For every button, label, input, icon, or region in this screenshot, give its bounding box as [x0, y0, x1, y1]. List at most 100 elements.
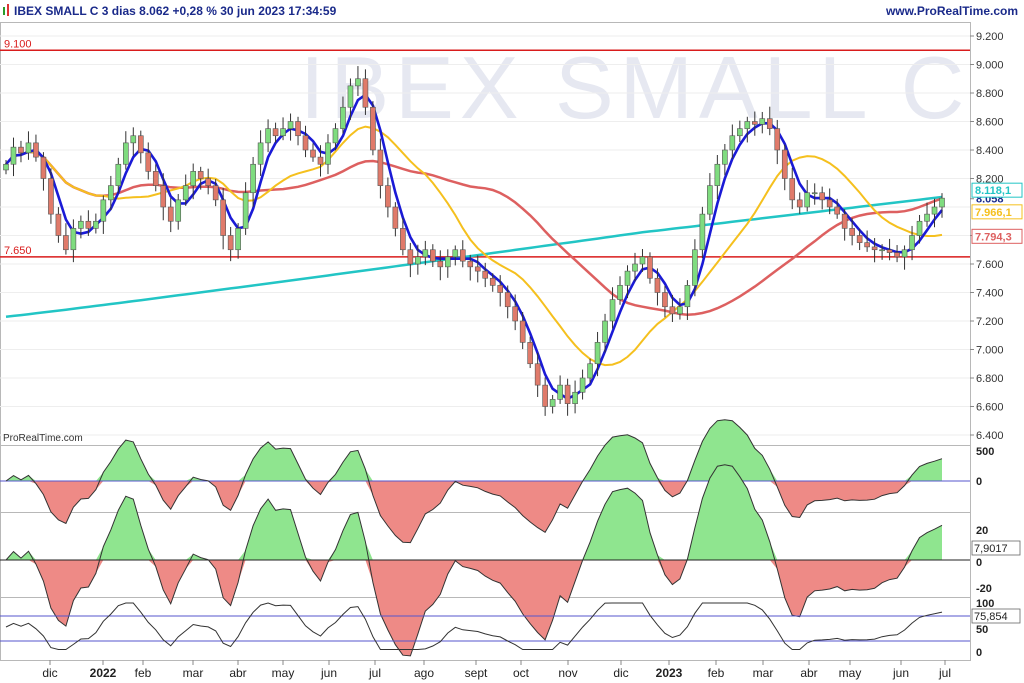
price-tick-label: 9.200 — [976, 31, 1004, 43]
candle-body — [677, 306, 683, 315]
price-tick-label: 6.800 — [976, 373, 1004, 385]
candle-body — [55, 213, 62, 236]
time-tick-label: abr — [800, 666, 817, 680]
candle-body — [504, 292, 511, 308]
time-tick-label: jul — [938, 666, 951, 680]
time-tick-label: jun — [320, 666, 337, 680]
candle-body — [287, 121, 294, 129]
candle-body — [78, 220, 84, 229]
candle-body — [564, 384, 571, 404]
time-tick-label: may — [272, 666, 295, 680]
time-tick-label: jul — [368, 666, 381, 680]
osc-tick-label: -20 — [976, 583, 992, 595]
candle-body — [662, 292, 668, 308]
candle-body — [377, 149, 384, 186]
candle-body — [430, 249, 436, 262]
candle-body — [227, 235, 234, 251]
candle-body — [310, 149, 316, 158]
osc-negative-area — [6, 560, 942, 656]
candle-body — [834, 206, 840, 215]
candle-body — [489, 277, 496, 286]
osc-tick-label: 100 — [976, 598, 994, 610]
time-tick-label: nov — [558, 666, 577, 680]
candle-body — [886, 249, 893, 253]
price-tick-label: 8.200 — [976, 174, 1004, 186]
time-tick-label: feb — [135, 666, 152, 680]
candle-body — [609, 299, 616, 322]
osc-tick-label: 50 — [976, 624, 988, 636]
candle-body — [130, 135, 137, 144]
time-tick-label: mar — [753, 666, 774, 680]
candle-body — [624, 270, 631, 286]
candle-body — [849, 228, 855, 236]
time-tick-label: dic — [613, 666, 628, 680]
osc-negative-area — [6, 481, 942, 543]
candle-body — [594, 342, 601, 365]
candle-body — [467, 260, 474, 268]
osc-tag-label: 7,9017 — [974, 543, 1008, 555]
time-tick-label: feb — [708, 666, 725, 680]
candle-body — [152, 171, 159, 186]
candle-body — [355, 78, 361, 87]
price-tick-label: 8.400 — [976, 145, 1004, 157]
candle-body — [160, 185, 167, 208]
osc-positive-area — [6, 419, 942, 481]
osc-tag-box — [971, 540, 1021, 556]
osc-tick-label: 0 — [976, 557, 982, 569]
candle-body — [826, 199, 833, 208]
chart-title: IBEX SMALL C 3 dias 8.062 +0,28 % 30 jun… — [14, 4, 337, 18]
candle-body — [871, 246, 878, 251]
ma-long-line — [5, 195, 943, 318]
candle-body — [796, 199, 803, 208]
time-tick-label: 2023 — [656, 666, 683, 680]
price-tick-label: 6.600 — [976, 402, 1004, 414]
candle-body — [70, 228, 77, 251]
price-tick-label: 6.400 — [976, 430, 1004, 442]
candle-body — [707, 185, 713, 215]
time-tick-label: ago — [414, 666, 434, 680]
header-bar — [0, 0, 1024, 22]
candle-body — [190, 171, 196, 186]
candle-body — [347, 85, 354, 108]
candle-body — [265, 128, 271, 144]
candle-body — [916, 220, 923, 236]
price-tick-label: 8.800 — [976, 88, 1004, 100]
panel-frames — [0, 22, 971, 661]
candle-body — [182, 185, 189, 201]
value-tag-box — [971, 204, 1023, 220]
watermark: IBEX SMALL C — [300, 38, 970, 137]
level-label: 7.650 — [4, 245, 32, 257]
time-tick-label: abr — [229, 666, 246, 680]
candle-body — [175, 199, 182, 222]
value-tag-label: 7.794,3 — [975, 231, 1012, 243]
price-tick-label: 7.600 — [976, 259, 1004, 271]
candle-body — [722, 149, 728, 165]
candle-body — [901, 249, 908, 258]
candle-body — [145, 152, 152, 172]
osc-tag-box — [971, 608, 1021, 624]
candle-body — [63, 235, 69, 251]
candle-body — [280, 128, 286, 137]
panel-border — [0, 597, 971, 661]
osc-tag-label: 75,854 — [974, 611, 1008, 623]
candle-body — [632, 263, 638, 272]
time-tick-label: jun — [892, 666, 909, 680]
ma-slow-line — [5, 150, 943, 316]
osc-tick-label: 0 — [976, 476, 982, 488]
candle-body — [819, 192, 825, 201]
candle-body — [272, 128, 279, 137]
osc-line — [5, 464, 943, 657]
candle-body — [729, 135, 736, 151]
candle-body — [25, 142, 32, 154]
candle-body — [549, 399, 556, 407]
osc-tick-label: 0 — [976, 647, 982, 659]
site-link[interactable]: www.ProRealTime.com — [885, 4, 1018, 18]
candle-body — [452, 249, 459, 258]
value-tag-box — [971, 182, 1023, 198]
value-tag-box — [971, 228, 1023, 244]
oscillator-3-panel: 100 50 0 75,854 — [0, 598, 1021, 659]
candle-body — [93, 220, 99, 229]
candle-body — [123, 142, 129, 165]
candle-body — [699, 213, 706, 251]
